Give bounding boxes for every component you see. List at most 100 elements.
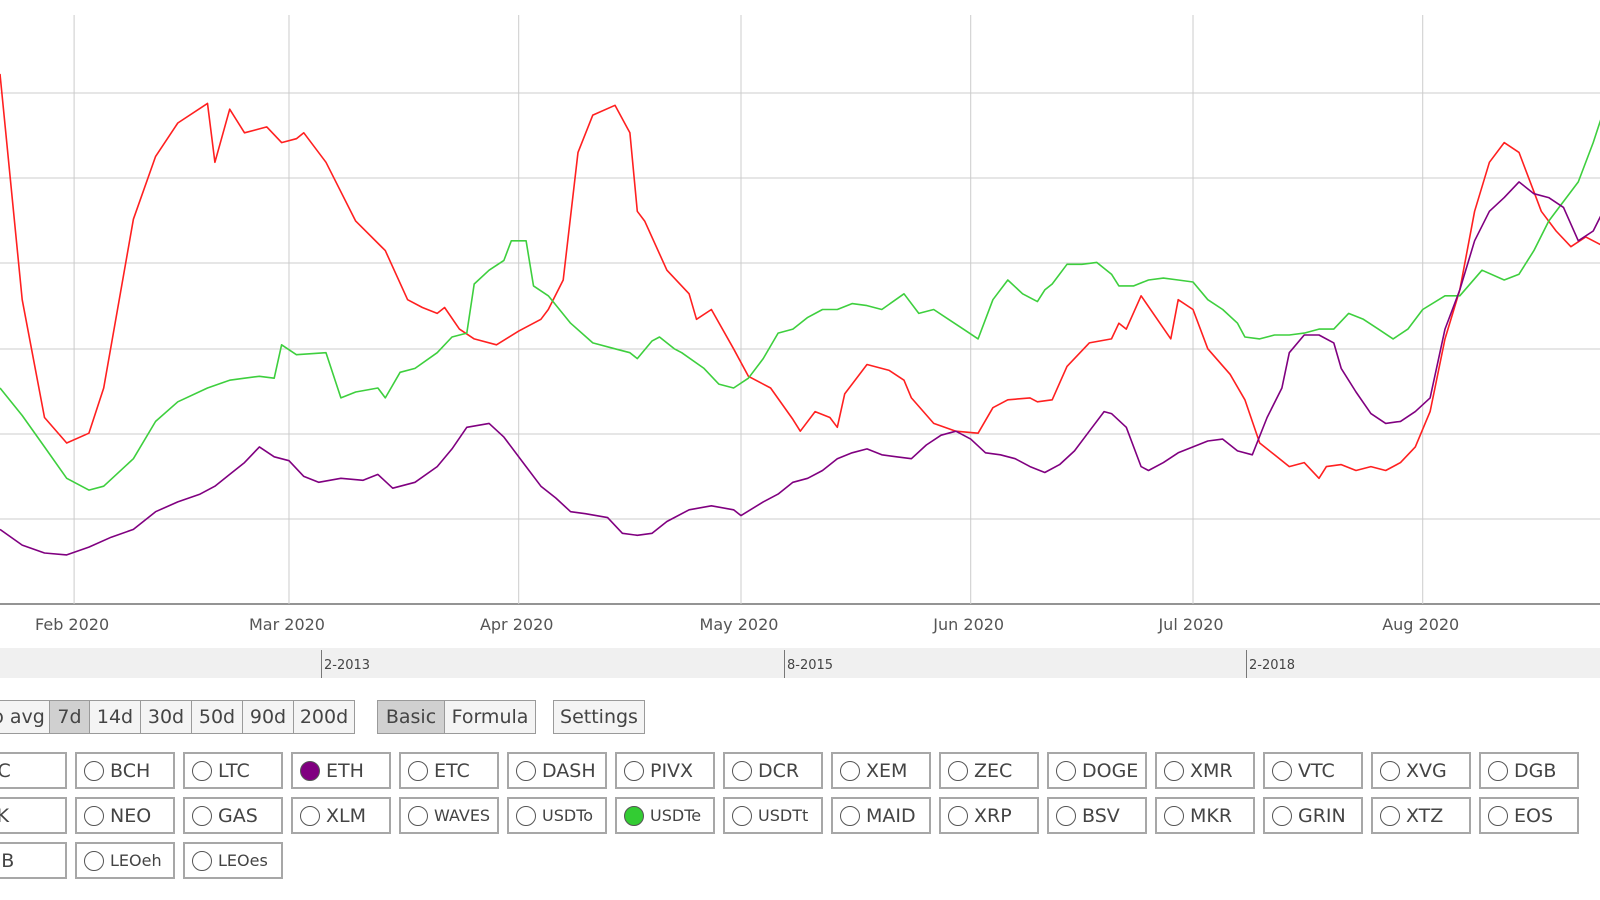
- coin-label: BNB: [0, 849, 15, 872]
- coin-radio-icon: [840, 760, 860, 781]
- avg-button-50d[interactable]: 50d: [191, 700, 243, 734]
- coin-toggle-xtz[interactable]: XTZ: [1371, 797, 1471, 834]
- coin-radio-icon: [948, 805, 968, 826]
- coin-label: PIVX: [650, 759, 694, 782]
- coin-radio-icon: [84, 805, 104, 826]
- coin-toggle-eth[interactable]: ETH: [291, 752, 391, 789]
- coin-radio-icon: [732, 805, 752, 826]
- coin-radio-icon: [408, 760, 428, 781]
- settings-group: Settings: [553, 700, 645, 734]
- mode-button-group: Basic Formula: [377, 700, 536, 734]
- coin-toggle-waves[interactable]: WAVES: [399, 797, 499, 834]
- coin-label: MKR: [1190, 804, 1233, 827]
- coin-radio-icon: [1488, 805, 1508, 826]
- coin-toggle-gas[interactable]: GAS: [183, 797, 283, 834]
- coin-label: VTC: [1298, 759, 1335, 782]
- coin-toggle-btc[interactable]: BTC: [0, 752, 67, 789]
- x-tick-label: Mar 2020: [249, 615, 325, 634]
- coin-toggle-zec[interactable]: ZEC: [939, 752, 1039, 789]
- coin-toggle-grin[interactable]: GRIN: [1263, 797, 1363, 834]
- coin-toggle-bsv[interactable]: BSV: [1047, 797, 1147, 834]
- coin-label: DCR: [758, 759, 800, 782]
- coin-toggle-eos[interactable]: EOS: [1479, 797, 1579, 834]
- series-line-2: [0, 181, 1600, 556]
- coin-toggle-mkr[interactable]: MKR: [1155, 797, 1255, 834]
- timeline-marker: [1246, 650, 1247, 678]
- avg-button-90d[interactable]: 90d: [242, 700, 294, 734]
- coin-toggle-bnb[interactable]: BNB: [0, 842, 67, 879]
- coin-label: USDTo: [542, 806, 594, 825]
- coin-radio-icon: [732, 760, 752, 781]
- coin-radio-icon: [1164, 760, 1184, 781]
- chart-grid: [0, 15, 1600, 605]
- coin-label: LEOeh: [110, 851, 162, 870]
- timeline-marker: [784, 650, 785, 678]
- coin-toggle-leoes[interactable]: LEOes: [183, 842, 283, 879]
- coin-radio-icon: [192, 850, 212, 871]
- x-tick-label: Feb 2020: [35, 615, 109, 634]
- avg-button-7d[interactable]: 7d: [49, 700, 90, 734]
- coin-toggle-dgb[interactable]: DGB: [1479, 752, 1579, 789]
- coin-label: LEOes: [218, 851, 268, 870]
- coin-toggle-usdto[interactable]: USDTo: [507, 797, 607, 834]
- x-tick-label: Jun 2020: [932, 615, 1004, 634]
- chart-series: [0, 73, 1600, 556]
- coin-label: DOGE: [1082, 759, 1139, 782]
- coin-label: NEO: [110, 804, 152, 827]
- coin-toggle-bch[interactable]: BCH: [75, 752, 175, 789]
- coin-label: WAVES: [434, 806, 491, 825]
- mode-button-basic[interactable]: Basic: [377, 700, 445, 734]
- coin-label: BSV: [1082, 804, 1120, 827]
- coin-toggle-maid[interactable]: MAID: [831, 797, 931, 834]
- coin-label: XLM: [326, 804, 366, 827]
- coin-toggle-dash[interactable]: DASH: [507, 752, 607, 789]
- avg-button-none[interactable]: o avg: [0, 700, 50, 734]
- timeline-marker: [321, 650, 322, 678]
- coin-toggle-lsk[interactable]: LSK: [0, 797, 67, 834]
- coin-radio-icon: [408, 805, 428, 826]
- coin-label: GRIN: [1298, 804, 1346, 827]
- coin-radio-icon: [1488, 760, 1508, 781]
- timeline-label: 8-2015: [787, 658, 834, 673]
- coin-label: BCH: [110, 759, 151, 782]
- coin-toggle-neo[interactable]: NEO: [75, 797, 175, 834]
- avg-button-200d[interactable]: 200d: [293, 700, 355, 734]
- coin-label: XRP: [974, 804, 1012, 827]
- coin-toggle-usdtt[interactable]: USDTt: [723, 797, 823, 834]
- coin-radio-icon: [1272, 805, 1292, 826]
- timeline-navigator[interactable]: 2-2013 8-2015 2-2018: [0, 648, 1600, 678]
- coin-label: DGB: [1514, 759, 1557, 782]
- coin-radio-icon: [516, 805, 536, 826]
- coin-radio-icon: [1272, 760, 1292, 781]
- coin-radio-icon: [1380, 760, 1400, 781]
- coin-toggle-ltc[interactable]: LTC: [183, 752, 283, 789]
- coin-toggle-dcr[interactable]: DCR: [723, 752, 823, 789]
- coin-radio-icon: [84, 850, 104, 871]
- coin-label: MAID: [866, 804, 916, 827]
- coin-toggle-vtc[interactable]: VTC: [1263, 752, 1363, 789]
- coin-toggle-xrp[interactable]: XRP: [939, 797, 1039, 834]
- coin-radio-icon: [1164, 805, 1184, 826]
- coin-toggle-usdte[interactable]: USDTe: [615, 797, 715, 834]
- coin-label: XEM: [866, 759, 908, 782]
- x-tick-label: Aug 2020: [1382, 615, 1459, 634]
- coin-toggle-pivx[interactable]: PIVX: [615, 752, 715, 789]
- coin-toggle-xmr[interactable]: XMR: [1155, 752, 1255, 789]
- coin-toggle-etc[interactable]: ETC: [399, 752, 499, 789]
- mode-button-formula[interactable]: Formula: [444, 700, 536, 734]
- x-tick-label: Jul 2020: [1157, 615, 1223, 634]
- coin-toggle-xlm[interactable]: XLM: [291, 797, 391, 834]
- avg-button-14d[interactable]: 14d: [89, 700, 141, 734]
- chart: Feb 2020 Mar 2020 Apr 2020 May 2020 Jun 2020…: [0, 15, 1600, 634]
- average-button-group: o avg 7d 14d 30d 50d 90d 200d: [0, 700, 355, 734]
- coin-toggle-leoeh[interactable]: LEOeh: [75, 842, 175, 879]
- coin-toggle-doge[interactable]: DOGE: [1047, 752, 1147, 789]
- timeline-label: 2-2013: [324, 658, 371, 673]
- avg-button-30d[interactable]: 30d: [140, 700, 192, 734]
- series-line-0: [0, 73, 1600, 480]
- coin-label: ZEC: [974, 759, 1013, 782]
- coin-toggle-xem[interactable]: XEM: [831, 752, 931, 789]
- settings-button[interactable]: Settings: [553, 700, 645, 734]
- coin-radio-icon: [1056, 805, 1076, 826]
- coin-toggle-xvg[interactable]: XVG: [1371, 752, 1471, 789]
